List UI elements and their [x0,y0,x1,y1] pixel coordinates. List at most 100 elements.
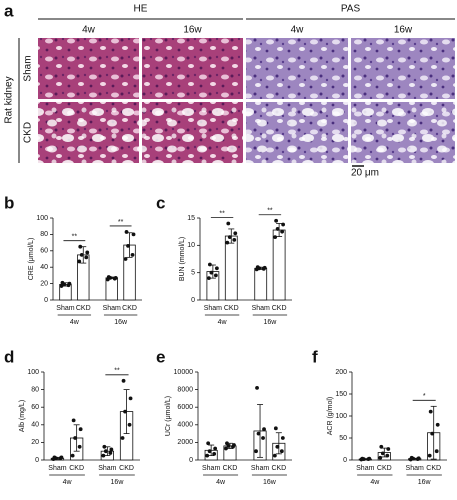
data-point [380,451,385,456]
x-tick-label: Sham [56,305,74,312]
x-tick-label: Sham [202,465,220,472]
significance-label: ** [219,210,225,217]
data-point [360,456,365,461]
data-point [254,449,258,454]
y-tick-label: 100 [36,215,48,222]
y-axis-title: ACR (g/mol) [327,397,334,436]
panel-label: d [4,347,14,366]
group-label: 4w [370,479,380,486]
y-tick-label: 0 [191,297,195,304]
data-point [262,265,267,270]
group-label: 16w [418,479,432,486]
data-point [84,255,89,260]
y-tick-label: 200 [335,369,347,376]
data-point [273,235,278,240]
side-label: Rat kidney [4,76,15,123]
y-tick-label: 20 [40,280,48,287]
data-point [102,444,107,449]
data-point [205,453,210,458]
y-tick-label: 60 [40,248,48,255]
data-point [127,422,132,427]
x-tick-label: CKD [426,465,441,472]
data-point [255,385,259,390]
data-point [281,222,286,227]
data-point [77,259,82,264]
data-point [206,441,211,446]
group-label: 16w [263,479,277,486]
data-point [70,453,75,458]
timepoint-label: 4w [82,25,96,36]
y-tick-label: 100 [27,369,39,376]
data-point [232,237,237,242]
data-point [123,409,127,414]
data-point [120,436,125,440]
data-point [78,244,83,249]
y-tick-label: 4000 [177,422,193,429]
x-tick-label: CKD [271,465,286,472]
y-tick-label: 8000 [177,386,193,393]
panel-label: a [4,1,14,20]
bar [272,229,286,301]
data-point [225,240,230,245]
data-point [261,436,265,440]
row-label: Sham [23,55,34,81]
group-label: 16w [263,319,277,326]
stain-label: PAS [341,4,361,15]
data-point [128,396,133,401]
data-point [226,221,231,226]
x-tick-label: Sham [251,465,269,472]
y-tick-label: 0 [35,457,39,464]
histology-image-overlay [351,102,455,163]
significance-label: ** [118,219,124,226]
panel-label: c [156,193,165,212]
x-tick-label: CKD [223,465,238,472]
data-point [279,449,284,454]
data-point [73,436,78,440]
y-tick-label: 15 [187,215,195,222]
data-point [59,455,64,460]
bar [254,267,268,301]
y-tick-label: 10 [187,242,195,249]
histology-image-overlay [142,102,243,163]
data-point [212,451,217,456]
y-tick-label: 0 [343,457,347,464]
data-point [209,270,214,275]
data-point [52,455,57,460]
y-tick-label: 0 [44,297,48,304]
data-point [131,232,136,237]
data-point [60,280,65,285]
y-tick-label: 2000 [177,439,193,446]
data-point [367,456,372,461]
data-point [280,229,285,234]
significance-label: ** [267,208,273,215]
x-tick-label: CKD [119,465,134,472]
row-label: CKD [23,122,34,143]
data-point [256,431,261,436]
timepoint-label: 16w [394,25,413,36]
data-point [124,230,129,234]
y-tick-label: 5 [191,270,195,277]
histology-image [246,38,348,99]
group-label: 4w [63,479,73,486]
bar [224,235,238,301]
x-tick-label: Sham [356,465,374,472]
data-point [103,449,108,454]
x-tick-label: Sham [98,465,116,472]
data-point [233,231,238,236]
data-point [109,447,114,452]
y-tick-label: 100 [335,413,347,420]
data-point [224,446,228,451]
data-point [106,275,111,279]
data-point [232,443,236,447]
x-tick-label: CKD [224,305,239,312]
data-point [273,426,278,431]
data-point [207,262,212,267]
timepoint-label: 16w [183,25,202,36]
y-axis-title: UCr (μmol/L) [165,396,172,436]
y-tick-label: 80 [31,386,39,393]
y-tick-label: 6000 [177,404,193,411]
scale-bar-label: 20 μm [351,168,379,179]
data-point [113,275,118,280]
y-axis-title: BUN (mmol/L) [179,237,186,281]
